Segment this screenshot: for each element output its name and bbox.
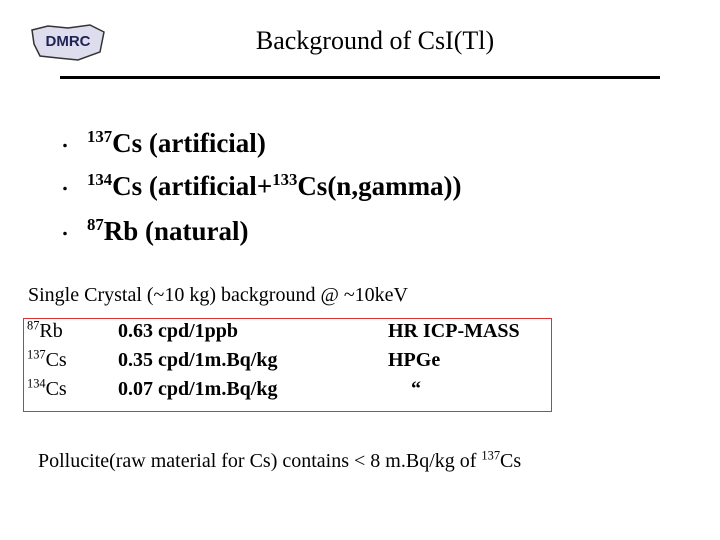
- table-cell: 87Rb: [27, 318, 63, 343]
- title-rule: [60, 76, 660, 79]
- table-cell: 0.63 cpd/1ppb: [118, 320, 239, 342]
- table-cell: 0.07 cpd/1m.Bq/kg: [118, 378, 278, 400]
- isotope: Rb: [39, 320, 63, 342]
- isotope: Cs: [45, 378, 67, 400]
- table-cell: HR ICP-MASS: [388, 320, 520, 342]
- superscript: 134: [87, 169, 113, 189]
- superscript: 87: [27, 318, 40, 333]
- bullet: ・ 137Cs (artificial): [58, 128, 266, 159]
- superscript: 134: [27, 376, 46, 391]
- footer-text: Cs: [500, 450, 522, 472]
- logo: DMRC: [31, 24, 105, 61]
- superscript: 137: [87, 126, 113, 146]
- isotope: Cs: [45, 349, 67, 371]
- bullet: ・ 87Rb (natural): [58, 216, 249, 247]
- bullet-text: Cs (artificial+: [112, 171, 273, 201]
- footer-text: Pollucite(raw material for Cs) contains …: [38, 450, 482, 472]
- bullet-dot: ・: [58, 139, 72, 155]
- superscript: 137: [27, 347, 46, 362]
- table-box: [23, 318, 552, 412]
- table-cell: 137Cs: [27, 347, 67, 372]
- table-cell: HPGe: [388, 349, 441, 371]
- table-cell: 0.35 cpd/1m.Bq/kg: [118, 349, 278, 371]
- logo-shape: [31, 24, 105, 61]
- logo-text: DMRC: [46, 33, 91, 50]
- bullet-text: Cs (artificial): [112, 128, 266, 158]
- title: Background of CsI(Tl): [255, 26, 495, 55]
- superscript: 133: [272, 169, 298, 189]
- bullet-dot: ・: [58, 182, 72, 198]
- footer: Pollucite(raw material for Cs) contains …: [38, 448, 522, 473]
- bullet-text: Cs(n,gamma)): [297, 171, 462, 201]
- bullet-text: Rb (natural): [103, 216, 249, 246]
- table-cell: 134Cs: [27, 376, 67, 401]
- table-cell: “: [411, 378, 421, 400]
- superscript: 137: [481, 448, 501, 463]
- bullet-dot: ・: [58, 227, 72, 243]
- subtitle: Single Crystal (~10 kg) background @ ~10…: [28, 284, 408, 306]
- bullet: ・ 134Cs (artificial+133Cs(n,gamma)): [58, 171, 462, 202]
- superscript: 87: [87, 214, 104, 234]
